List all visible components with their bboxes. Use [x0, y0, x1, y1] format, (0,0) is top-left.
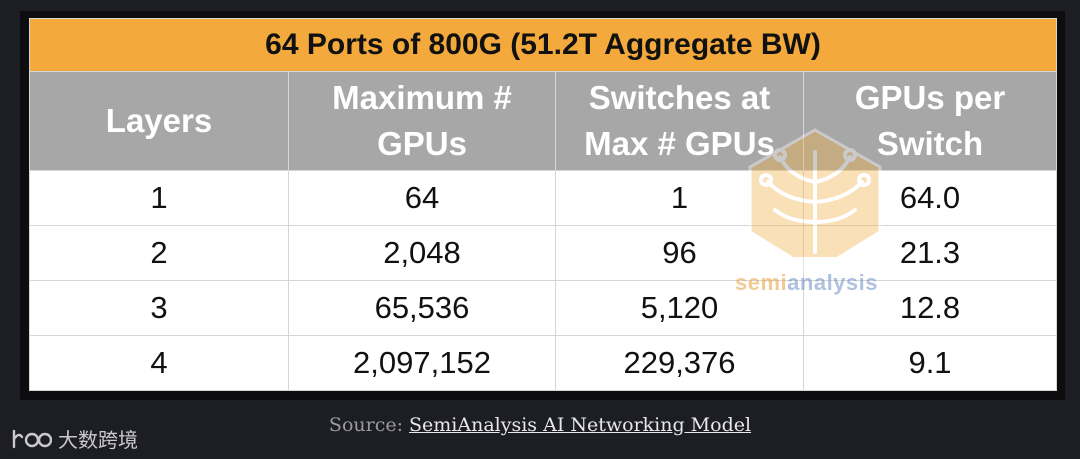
source-caption: Source: SemiAnalysis AI Networking Model	[0, 414, 1080, 436]
source-prefix: Source:	[328, 414, 403, 436]
table-cell: 4	[29, 335, 289, 391]
table-cell: 2	[29, 225, 289, 281]
table-cell: 2,048	[288, 225, 556, 281]
table-cell: 12.8	[802, 280, 1058, 336]
table-row: 2 2,048 96 21.3	[29, 225, 1058, 281]
header-gpus-per-switch: GPUs per Switch	[802, 71, 1058, 171]
table-row: 1 64 1 64.0	[29, 170, 1058, 226]
source-link[interactable]: SemiAnalysis AI Networking Model	[409, 414, 752, 436]
header-max-gpus: Maximum # GPUs	[288, 71, 556, 171]
table-cell: 5,120	[555, 280, 804, 336]
table-cell: 64	[288, 170, 556, 226]
table-title: 64 Ports of 800G (51.2T Aggregate BW)	[28, 18, 1058, 72]
header-layers: Layers	[29, 71, 289, 171]
table-row: 4 2,097,152 229,376 9.1	[29, 335, 1058, 391]
table-row: 3 65,536 5,120 12.8	[29, 280, 1058, 336]
table-cell: 1	[29, 170, 289, 226]
table-cell: 21.3	[802, 225, 1058, 281]
table-cell: 9.1	[802, 335, 1058, 391]
table-cell: 3	[29, 280, 289, 336]
brand-icon	[12, 429, 52, 448]
brand-logo: 大数跨境	[10, 424, 138, 453]
header-switches: Switches at Max # GPUs	[555, 71, 804, 171]
table-cell: 2,097,152	[288, 335, 556, 391]
table-cell: 65,536	[288, 280, 556, 336]
ports-table: 64 Ports of 800G (51.2T Aggregate BW) La…	[28, 18, 1058, 391]
table-cell: 64.0	[802, 170, 1058, 226]
table-cell: 229,376	[555, 335, 804, 391]
table-cell: 96	[555, 225, 804, 281]
table-cell: 1	[555, 170, 804, 226]
brand-text: 大数跨境	[58, 430, 138, 452]
